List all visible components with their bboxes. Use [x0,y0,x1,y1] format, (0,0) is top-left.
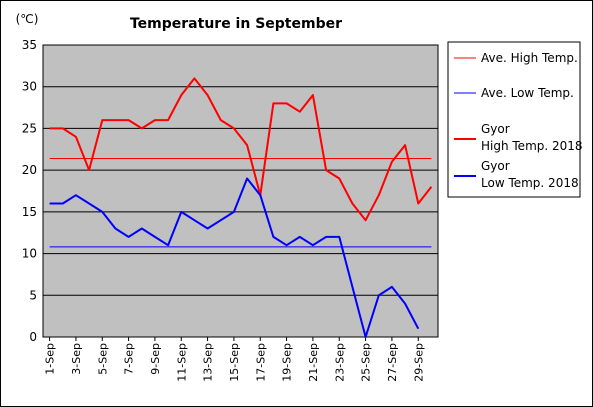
legend-label-2: Ave. Low Temp. [481,86,574,100]
legend-label-4: Gyor [481,159,510,173]
y-tick-label: 15 [22,205,37,219]
x-tick-label: 15-Sep [228,343,241,382]
x-tick-label: 3-Sep [70,343,83,375]
plot-area [42,44,439,338]
legend-label-3: High Temp. 2018 [481,139,583,153]
legend-box [447,41,581,198]
chart-title: Temperature in September [130,16,342,32]
x-tick-label: 25-Sep [360,343,373,382]
x-tick-label: 23-Sep [333,343,346,382]
y-tick-label: 30 [22,80,37,94]
series-line-4 [49,177,420,338]
y-tick-label: 5 [29,288,37,302]
legend-label-1: Ave. High Temp. [481,51,578,65]
y-tick-label: 0 [29,330,37,344]
x-tick-label: 21-Sep [307,343,320,382]
x-tick-label: 9-Sep [149,343,162,375]
series-line-3 [49,77,433,222]
x-tick-label: 1-Sep [44,343,57,375]
y-tick-label: 10 [22,247,37,261]
x-tick-label: 5-Sep [96,343,109,375]
y-tick-label: 20 [22,163,37,177]
y-tick-label: 25 [22,121,37,135]
x-tick-label: 29-Sep [412,343,425,382]
y-tick-label: 35 [22,38,37,52]
x-tick-label: 17-Sep [254,343,267,382]
x-tick-label: 27-Sep [386,343,399,382]
x-tick-label: 11-Sep [175,343,188,382]
y-axis-unit-label: (℃) [16,12,39,26]
legend-label-4: Low Temp. 2018 [481,176,579,190]
x-tick-label: 19-Sep [281,343,294,382]
x-tick-label: 7-Sep [123,343,136,375]
legend-label-3: Gyor [481,122,510,136]
x-tick-label: 13-Sep [202,343,215,382]
